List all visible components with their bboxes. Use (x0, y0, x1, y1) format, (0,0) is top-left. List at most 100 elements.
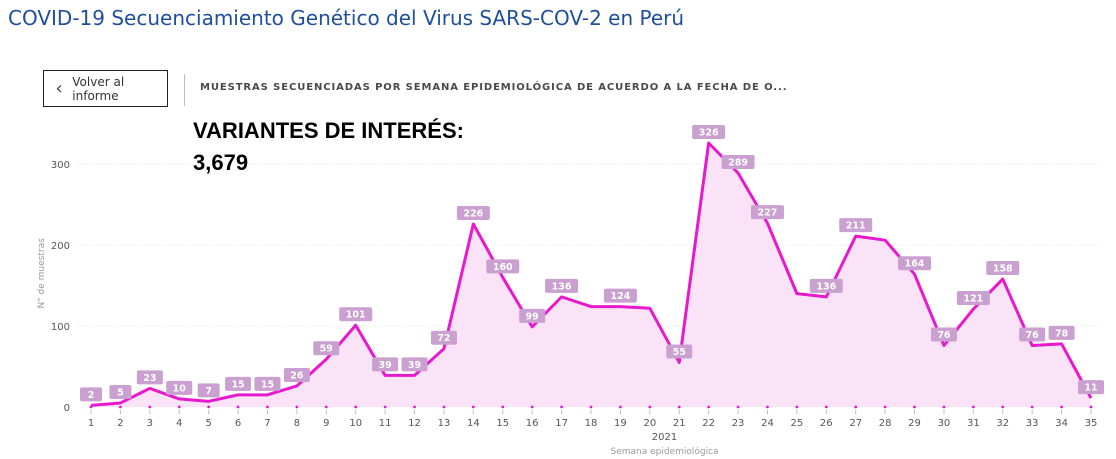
y-tick-label: 300 (51, 160, 70, 171)
data-label: 226 (463, 208, 483, 219)
data-label-box (283, 367, 310, 382)
data-label-box (1048, 325, 1075, 340)
data-point (207, 405, 211, 409)
x-tick-label: 33 (1026, 418, 1039, 429)
data-label: 15 (231, 379, 244, 390)
data-label: 78 (1055, 328, 1069, 339)
data-point (119, 405, 122, 409)
data-label: 136 (816, 281, 836, 292)
x-tick-label: 3 (147, 418, 153, 429)
x-tick-label: 4 (176, 418, 182, 429)
data-label-box (456, 205, 490, 220)
data-label-box (721, 154, 755, 169)
data-point (1001, 405, 1005, 409)
data-label: 26 (290, 370, 304, 381)
data-point (824, 405, 828, 409)
back-button-label: Volver al informe (72, 74, 125, 103)
data-label-box (225, 376, 252, 391)
data-point (354, 405, 358, 409)
header-divider (184, 74, 185, 106)
data-label: 164 (905, 259, 925, 270)
data-point (971, 405, 975, 409)
data-point (501, 405, 505, 409)
data-point (177, 405, 181, 409)
x-tick-label: 31 (967, 418, 980, 429)
data-label: 227 (758, 208, 778, 219)
data-point (442, 405, 446, 409)
kpi-label: VARIANTES DE INTERÉS: (193, 118, 464, 143)
data-label-box (1078, 380, 1104, 395)
y-tick-label: 200 (51, 241, 70, 252)
data-point (913, 405, 916, 409)
data-label-box (313, 341, 340, 356)
data-label: 160 (493, 262, 513, 273)
data-point (413, 405, 416, 409)
x-tick-label: 26 (820, 418, 833, 429)
data-point (471, 405, 475, 409)
data-label: 76 (1026, 330, 1040, 341)
data-label-box (692, 125, 726, 140)
data-label-box (519, 308, 546, 323)
x-tick-label: 28 (879, 418, 892, 429)
data-label-box (430, 330, 457, 345)
data-label: 15 (261, 379, 274, 390)
data-label-box (401, 357, 428, 372)
data-label: 136 (552, 281, 572, 292)
data-label-box (372, 357, 399, 372)
data-label: 2 (88, 390, 95, 401)
data-point (236, 405, 240, 409)
data-point (383, 405, 387, 409)
data-label: 72 (437, 333, 450, 344)
data-point (766, 405, 769, 409)
data-label: 11 (1084, 383, 1097, 394)
data-label: 39 (379, 360, 392, 371)
x-tick-label: 30 (938, 418, 951, 429)
series-area (91, 143, 1091, 407)
x-tick-label: 23 (732, 418, 745, 429)
data-point (560, 405, 563, 409)
x-axis-title: Semana epidemiológica (610, 446, 718, 457)
data-label-box (809, 278, 843, 293)
back-button[interactable]: ‹ Volver al informe (43, 70, 168, 107)
data-point (148, 405, 152, 409)
data-point (854, 405, 858, 409)
data-label: 121 (963, 294, 983, 305)
data-label-box (339, 307, 373, 322)
data-label-box (254, 376, 281, 391)
x-tick-label: 18 (585, 418, 598, 429)
y-axis-title: N° de muestras (37, 238, 47, 309)
x-tick-label: 29 (908, 418, 921, 429)
x-tick-label: 5 (205, 418, 211, 429)
data-label: 211 (846, 221, 866, 232)
data-label: 124 (610, 291, 630, 302)
data-label: 158 (993, 264, 1013, 275)
x-group-label: 2021 (652, 432, 677, 443)
data-label: 55 (673, 347, 686, 358)
data-label-box (486, 259, 520, 274)
x-tick-label: 19 (614, 418, 627, 429)
data-label-box (109, 384, 132, 399)
data-point (619, 405, 622, 409)
data-label-box (545, 278, 579, 293)
data-label-box (898, 256, 932, 271)
x-tick-label: 20 (643, 418, 656, 429)
x-tick-label: 2 (117, 418, 123, 429)
data-point (1060, 405, 1063, 409)
x-tick-label: 6 (235, 418, 241, 429)
data-label-box (956, 291, 990, 306)
x-tick-label: 27 (849, 418, 862, 429)
data-point (883, 405, 887, 409)
kpi-value: 3,679 (193, 150, 249, 175)
data-label: 59 (320, 344, 333, 355)
data-label-box (750, 205, 784, 220)
x-tick-label: 7 (264, 418, 270, 429)
data-point (530, 405, 534, 409)
x-tick-label: 15 (496, 418, 509, 429)
x-tick-label: 10 (349, 418, 362, 429)
x-tick-label: 8 (294, 418, 300, 429)
data-point (324, 405, 328, 409)
data-point (295, 405, 299, 409)
data-label: 289 (728, 157, 748, 168)
data-label-box (930, 327, 957, 342)
data-label-box (136, 370, 163, 385)
